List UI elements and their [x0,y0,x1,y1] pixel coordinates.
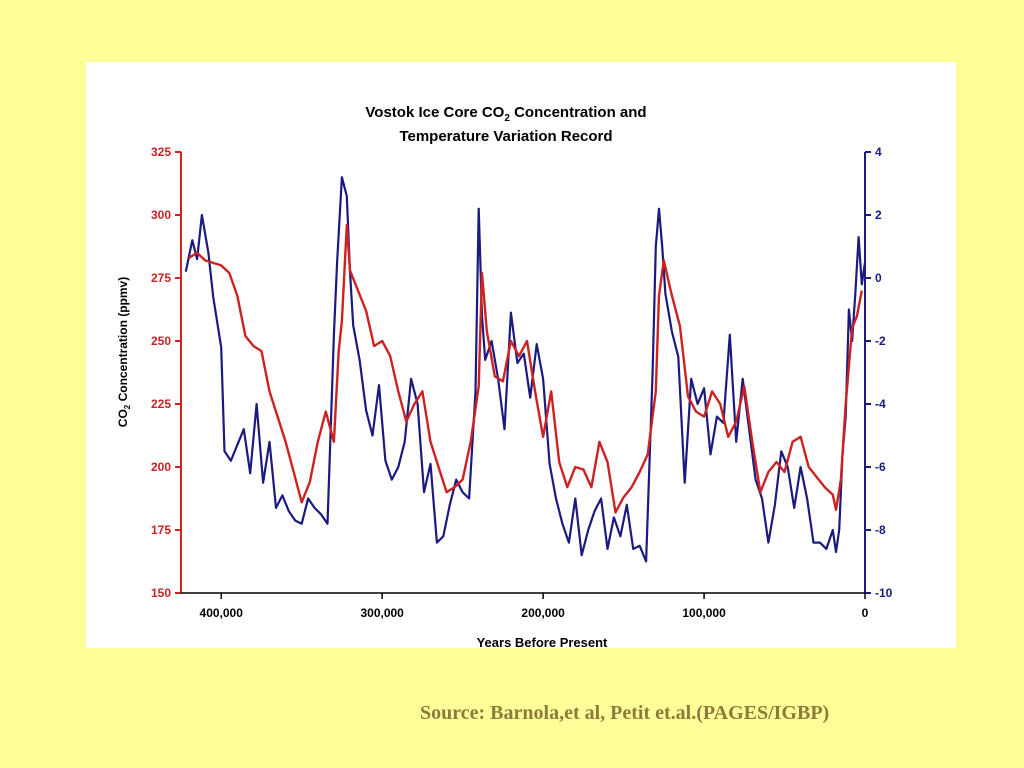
right-axis-tick-label: -6 [875,460,886,474]
left-axis-tick-label: 250 [151,334,171,348]
chart-panel: Vostok Ice Core CO2 Concentration and Te… [86,62,956,650]
x-axis-label: Years Before Present [477,635,608,648]
left-axis-tick-label: 275 [151,271,171,285]
x-axis-tick-label: 200,000 [521,606,565,620]
left-axis-tick-label: 300 [151,208,171,222]
right-axis-tick-label: -8 [875,523,886,537]
left-axis-tick-label: 325 [151,145,171,159]
co2-series-line [188,223,863,514]
vostok-chart: Vostok Ice Core CO2 Concentration and Te… [116,104,893,650]
right-axis-tick-label: -10 [875,586,893,600]
chart-title-line2: Temperature Variation Record [399,128,612,145]
left-axis-tick-label: 200 [151,460,171,474]
right-axis-tick-label: 2 [875,208,882,222]
temperature-series-line [184,176,867,563]
left-axis-tick-label: 175 [151,523,171,537]
right-axis-tick-label: -4 [875,397,886,411]
left-axis-tick-label: 150 [151,586,171,600]
x-axis-tick-label: 300,000 [360,606,404,620]
x-axis-tick-label: 100,000 [682,606,726,620]
y-axis-label: CO2 Concentration (ppmv) [116,277,132,427]
axes-layer: 150 175 200 225 250 275 300 325 -10 -8 -6 -4 -2 0 2 4 40… [151,145,893,620]
chart-title-line1: Vostok Ice Core CO2 Concentration and [365,104,646,124]
left-axis-tick-label: 225 [151,397,171,411]
right-axis-tick-label: 0 [875,271,882,285]
series-layer [184,176,867,563]
right-axis-tick-label: 4 [875,145,882,159]
right-axis-tick-label: -2 [875,334,886,348]
x-axis-tick-label: 400,000 [200,606,244,620]
x-axis-tick-label: 0 [862,606,869,620]
source-caption: Source: Barnola,et al, Petit et.al.(PAGE… [420,702,830,724]
